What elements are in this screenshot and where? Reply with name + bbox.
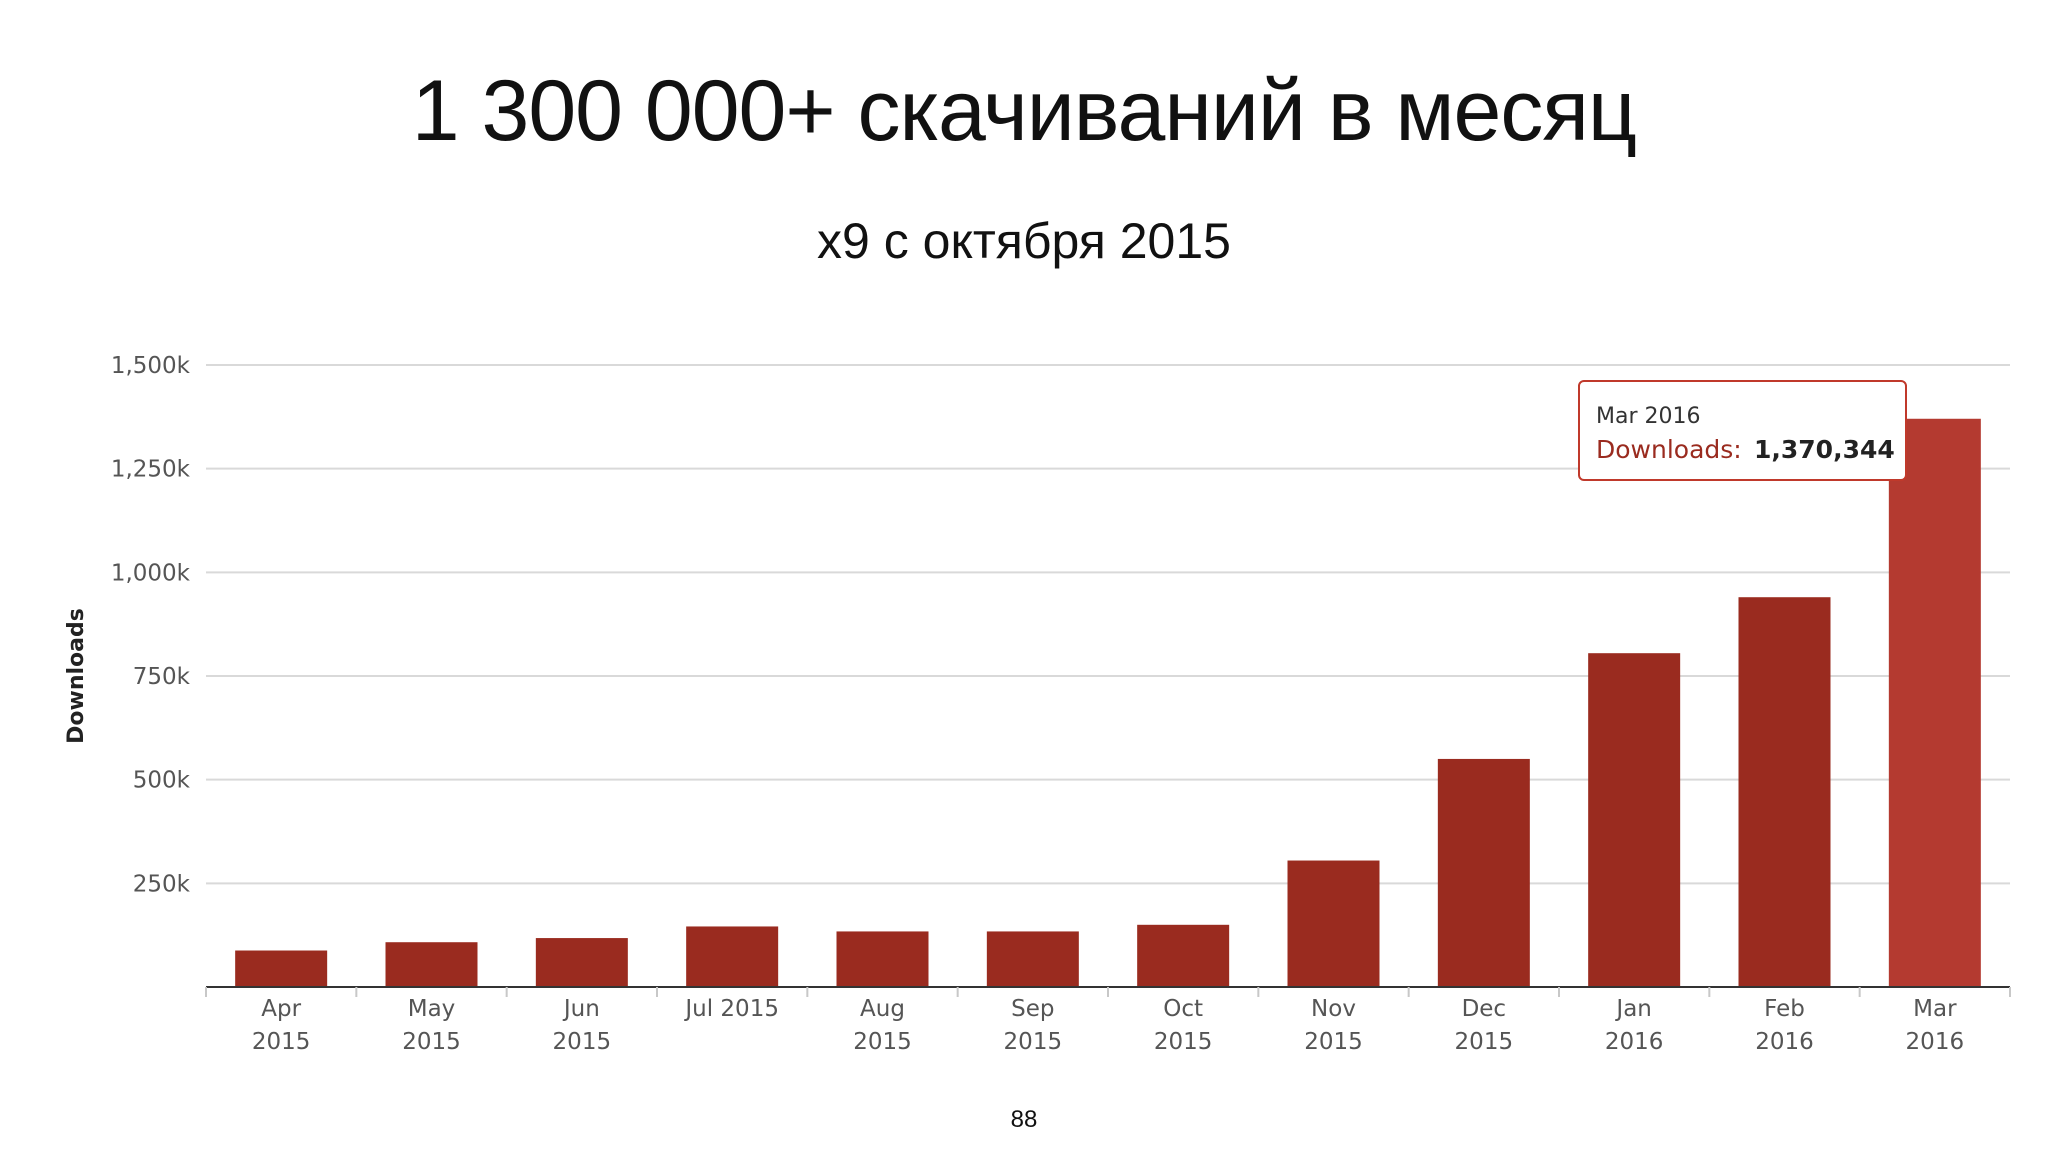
x-tick-label-7-1: 2015	[1304, 1029, 1363, 1055]
x-tick-label-7-0: Nov	[1311, 996, 1356, 1022]
x-tick-label-4-1: 2015	[853, 1029, 912, 1055]
tooltip-value: 1,370,344	[1754, 435, 1895, 464]
bar-8	[1437, 758, 1530, 987]
bar-11	[1888, 418, 1981, 987]
x-tick-label-9-0: Jan	[1614, 996, 1651, 1022]
slide-title: 1 300 000+ скачиваний в месяц	[411, 63, 1637, 159]
x-tick-label-10-0: Feb	[1764, 996, 1805, 1022]
bar-9	[1588, 653, 1681, 987]
slide-subtitle: x9 с октября 2015	[817, 213, 1231, 269]
y-tick-label-0: 250k	[133, 871, 191, 897]
tooltip-label: Downloads:	[1596, 435, 1742, 464]
bar-0	[235, 950, 328, 987]
bar-3	[686, 926, 779, 987]
x-tick-label-5-0: Sep	[1011, 996, 1054, 1022]
bars	[235, 418, 1981, 987]
y-axis-title: Downloads	[64, 608, 89, 744]
y-tick-label-5: 1,500k	[111, 353, 191, 379]
y-tick-label-1: 500k	[133, 768, 191, 794]
x-tick-label-2-1: 2015	[553, 1029, 612, 1055]
x-tick-label-2-0: Jun	[562, 996, 600, 1022]
tooltip: Mar 2016 Downloads: 1,370,344	[1578, 380, 1907, 481]
x-tick-label-4-0: Aug	[860, 996, 905, 1022]
y-tick-label-2: 750k	[133, 664, 191, 690]
page-number: 88	[1010, 1106, 1038, 1133]
x-tick-label-5-1: 2015	[1004, 1029, 1063, 1055]
tick-labels: 250k 500k 750k 1,000k 1,250k 1,500k Apr 2015 May…	[111, 353, 1964, 1055]
bar-1	[385, 942, 478, 987]
x-tick-label-1-1: 2015	[402, 1029, 461, 1055]
x-tick-label-11-0: Mar	[1913, 996, 1957, 1022]
bar-7	[1287, 860, 1380, 987]
x-tick-label-8-1: 2015	[1455, 1029, 1514, 1055]
axes	[205, 986, 2011, 997]
x-tick-label-8-0: Dec	[1462, 996, 1507, 1022]
x-tick-label-10-1: 2016	[1755, 1029, 1814, 1055]
y-tick-label-4: 1,250k	[111, 457, 191, 483]
x-tick-label-0-0: Apr	[261, 996, 301, 1022]
x-tick-label-1-0: May	[408, 996, 456, 1022]
x-tick-label-11-1: 2016	[1906, 1029, 1965, 1055]
y-tick-label-3: 1,000k	[111, 560, 191, 586]
tooltip-box	[1578, 380, 1907, 481]
bar-2	[535, 938, 628, 987]
x-tick-label-3-0: Jul 2015	[683, 996, 779, 1022]
bar-4	[836, 931, 929, 987]
tooltip-date: Mar 2016	[1596, 404, 1701, 429]
bar-5	[986, 931, 1079, 987]
x-tick-label-0-1: 2015	[252, 1029, 311, 1055]
bar-10	[1738, 597, 1831, 987]
x-tick-label-6-1: 2015	[1154, 1029, 1213, 1055]
grid-lines	[206, 364, 2010, 885]
x-tick-label-9-1: 2016	[1605, 1029, 1664, 1055]
x-tick-label-6-0: Oct	[1163, 996, 1203, 1022]
bar-6	[1137, 924, 1230, 987]
